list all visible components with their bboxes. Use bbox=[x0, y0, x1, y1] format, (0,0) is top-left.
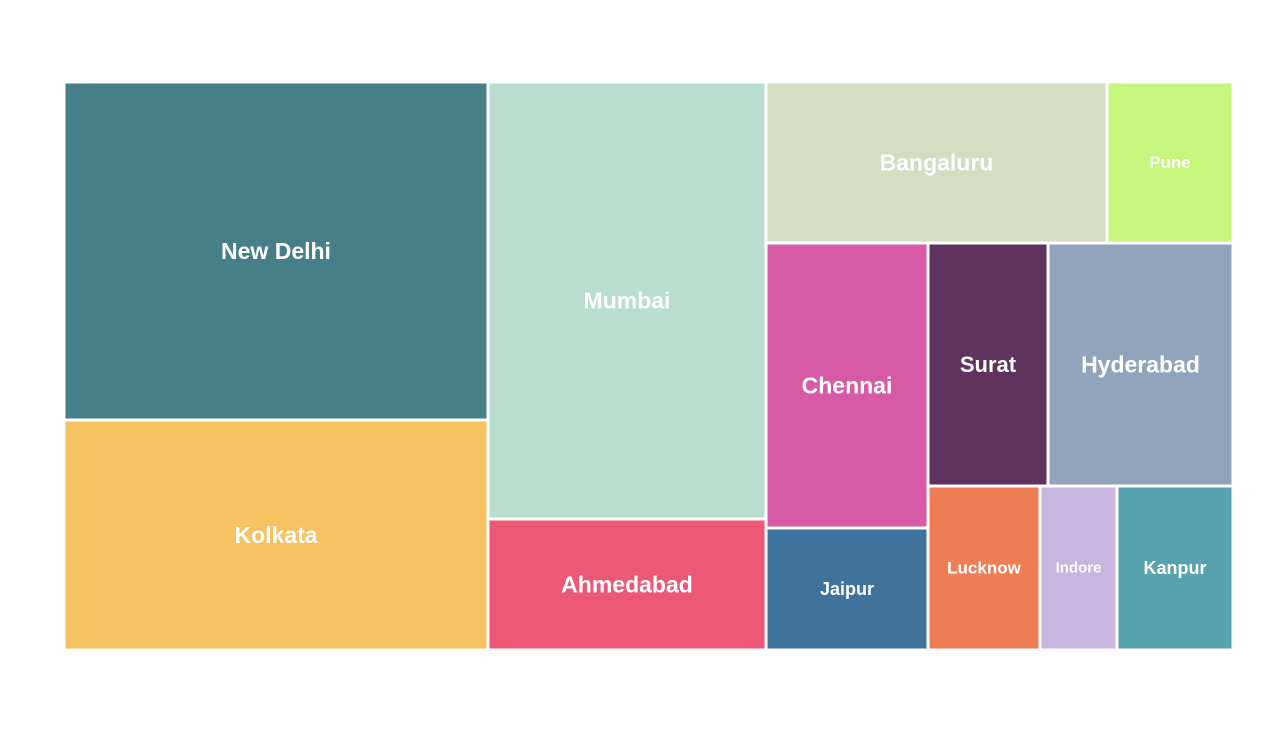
tile-label-surat: Surat bbox=[960, 352, 1017, 377]
tile-label-bangaluru: Bangaluru bbox=[880, 150, 994, 176]
tile-label-chennai: Chennai bbox=[802, 373, 893, 399]
tile-label-new-delhi: New Delhi bbox=[221, 238, 331, 264]
tile-label-ahmedabad: Ahmedabad bbox=[561, 572, 693, 598]
tile-label-hyderabad: Hyderabad bbox=[1081, 352, 1200, 378]
tile-lucknow bbox=[926, 484, 1042, 652]
tile-label-kolkata: Kolkata bbox=[234, 522, 317, 548]
tile-kolkata bbox=[62, 418, 490, 652]
tile-jaipur bbox=[764, 526, 930, 652]
tile-label-lucknow: Lucknow bbox=[947, 559, 1021, 578]
tile-label-jaipur: Jaipur bbox=[820, 579, 874, 599]
tile-pune bbox=[1105, 80, 1235, 245]
tile-hyderabad bbox=[1046, 241, 1235, 488]
tile-label-mumbai: Mumbai bbox=[584, 288, 671, 314]
tile-label-indore: Indore bbox=[1056, 560, 1102, 577]
tile-kanpur bbox=[1115, 484, 1235, 652]
tile-label-pune: Pune bbox=[1149, 153, 1191, 172]
tile-label-kanpur: Kanpur bbox=[1144, 558, 1207, 578]
